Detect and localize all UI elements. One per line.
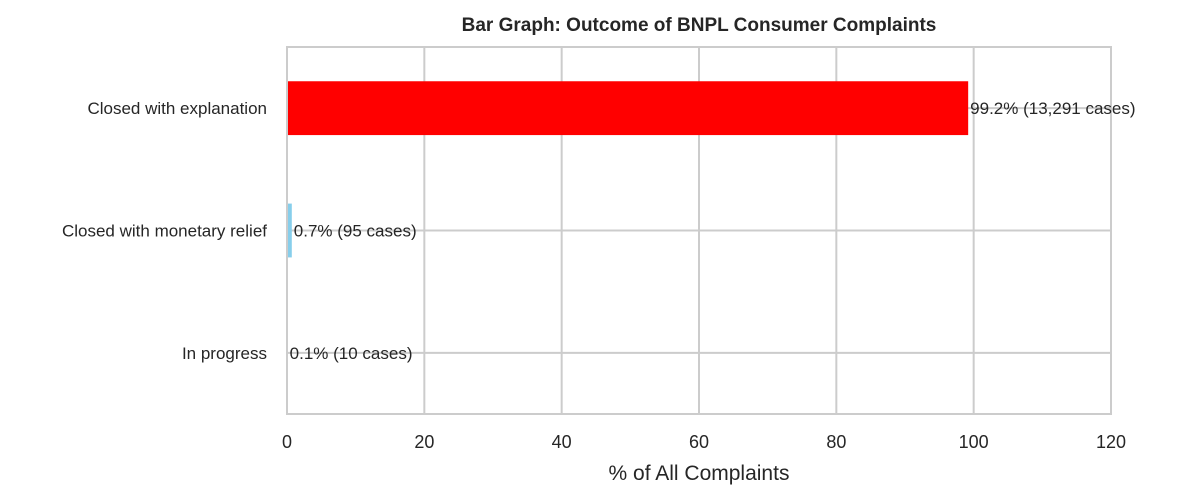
x-tick-label: 0 [282, 432, 292, 452]
category-label: In progress [182, 344, 267, 363]
category-label: Closed with monetary relief [62, 222, 267, 241]
x-tick-label: 120 [1096, 432, 1126, 452]
x-axis-label: % of All Complaints [609, 462, 790, 485]
chart-title: Bar Graph: Outcome of BNPL Consumer Comp… [462, 15, 937, 36]
plot-frame [286, 46, 1112, 415]
x-tick-label: 40 [552, 432, 572, 452]
data-label: 0.1% (10 cases) [290, 344, 413, 363]
data-label: 99.2% (13,291 cases) [970, 99, 1135, 118]
x-tick-label: 80 [826, 432, 846, 452]
category-label: Closed with explanation [87, 99, 267, 118]
x-ticks: 0 20 40 60 80 100 120 [282, 432, 1126, 452]
bar [287, 203, 292, 258]
x-tick-label: 60 [689, 432, 709, 452]
data-label: 0.7% (95 cases) [294, 222, 417, 241]
x-tick-label: 100 [959, 432, 989, 452]
y-tick-labels: Closed with explanation Closed with monet… [62, 99, 267, 363]
bar [287, 81, 969, 136]
bars [287, 81, 969, 380]
data-labels: 99.2% (13,291 cases) 0.7% (95 cases) 0.1% … [290, 99, 1136, 363]
x-tick-label: 20 [414, 432, 434, 452]
